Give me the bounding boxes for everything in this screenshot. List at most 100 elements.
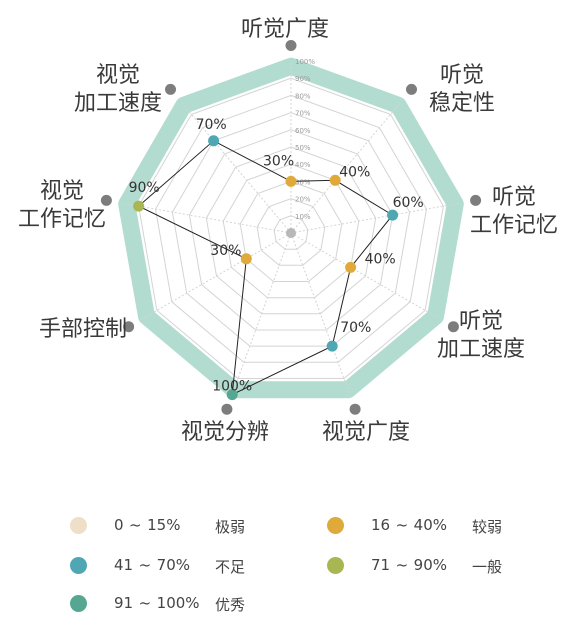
legend-level-label: 极弱 (215, 518, 246, 536)
legend-range: 41 ~ 70% (114, 556, 190, 574)
value-label: 90% (129, 180, 160, 196)
axis-label: 工作记忆 (18, 207, 106, 232)
axis-label: 听觉 (440, 63, 484, 88)
grid-ring (239, 180, 343, 282)
axis-end-marker (165, 83, 176, 95)
value-label: 40% (339, 164, 370, 180)
grid-ring (205, 146, 377, 315)
legend-range: 71 ~ 90% (371, 556, 447, 574)
legend-range-high: 70% (156, 556, 190, 574)
axis-label: 视觉 (96, 63, 140, 88)
axis-end-marker (221, 403, 233, 415)
data-point (387, 209, 399, 221)
value-label: 40% (365, 251, 396, 267)
grid-spoke (290, 202, 461, 234)
legend-range-high: 90% (413, 556, 447, 574)
value-label: 30% (263, 153, 294, 169)
ring-label: 100% (295, 58, 315, 66)
grid-spoke (141, 232, 292, 320)
legend-range: 16 ~ 40% (371, 516, 447, 534)
legend-level-label: 优秀 (215, 596, 246, 614)
axis-end-marker (285, 40, 297, 51)
ring-label: 20% (295, 196, 311, 204)
ring-label: 50% (295, 144, 311, 152)
data-point (226, 389, 238, 401)
legend-sep: ~ (395, 556, 409, 574)
axis-end-marker (470, 194, 482, 206)
center-marker (286, 228, 296, 238)
legend-level-label: 不足 (215, 558, 246, 576)
legend-range-low: 91 (114, 594, 134, 612)
grid-spoke (290, 232, 351, 395)
axis-end-marker (406, 83, 417, 95)
axis-end-marker (100, 194, 112, 206)
grid-ring (171, 112, 411, 347)
ring-label: 10% (295, 213, 311, 221)
grid-ring (138, 77, 444, 379)
ring-label: 30% (295, 178, 311, 186)
data-point (240, 253, 252, 265)
legend-dot (327, 517, 344, 534)
grid-spoke (290, 232, 441, 320)
data-point (133, 200, 145, 212)
legend-range-low: 16 (371, 516, 391, 534)
legend-dot (70, 557, 87, 574)
axis-label: 视觉 (40, 179, 84, 204)
legend-sep: ~ (138, 556, 152, 574)
outer-band-group (118, 57, 464, 399)
ring-labels-group: 10% 20% 30% 40% 50% 60% 70% 80% 90% 100% (295, 58, 315, 221)
legend-sep: ~ (129, 516, 142, 534)
grid-ring (188, 129, 394, 331)
legend-range: 91 ~ 100% (114, 594, 200, 612)
axis-label: 听觉 (459, 309, 503, 334)
grid-group (100, 40, 482, 415)
axis-label: 加工速度 (437, 337, 525, 362)
ring-label: 40% (295, 161, 311, 169)
axis-label: 视觉广度 (322, 420, 410, 445)
legend-dot (327, 557, 344, 574)
axis-label: 视觉分辨 (181, 420, 269, 445)
ring-label: 80% (295, 92, 311, 100)
legend-sep: ~ (138, 594, 152, 612)
legend-range-high: 100% (156, 594, 200, 612)
grid-spoke (180, 100, 292, 234)
data-point (345, 261, 357, 273)
series-group: 30%40%60%40%70%100%30%90%70% (129, 117, 424, 401)
legend: 0 ~ 15% 极弱 16 ~ 40% 较弱 41 ~ 70% 不足 71 ~ … (0, 500, 576, 628)
legend-range: 0 ~ 15% (114, 516, 180, 534)
axis-end-marker (447, 321, 459, 333)
legend-range-low: 0 (114, 516, 124, 534)
axis-label: 听觉广度 (241, 17, 329, 42)
legend-range-high: 15% (147, 516, 181, 534)
grid-ring (256, 198, 326, 266)
grid-ring (273, 215, 309, 250)
legend-range-low: 41 (114, 556, 134, 574)
series-line (137, 140, 394, 396)
axis-label: 手部控制 (39, 317, 127, 342)
value-label: 70% (340, 320, 371, 336)
legend-range-high: 40% (413, 516, 447, 534)
legend-sep: ~ (395, 516, 409, 534)
grid-spoke (121, 202, 292, 234)
axis-label: 稳定性 (429, 91, 495, 116)
legend-range-low: 71 (371, 556, 391, 574)
grid-spoke (231, 232, 292, 395)
axis-label: 听觉 (492, 185, 536, 210)
grid-spoke (290, 100, 402, 234)
legend-level-label: 较弱 (472, 518, 503, 536)
data-point (326, 340, 338, 352)
axis-label: 加工速度 (74, 91, 162, 116)
value-label: 30% (210, 243, 241, 259)
ring-label: 60% (295, 127, 311, 135)
legend-level-label: 一般 (472, 558, 503, 576)
value-label: 70% (196, 117, 227, 133)
ring-label: 90% (295, 75, 311, 83)
axis-label: 工作记忆 (470, 213, 558, 238)
data-point (329, 174, 341, 186)
grid-ring (154, 94, 428, 363)
axis-end-marker (349, 403, 361, 415)
axis-labels-group: 听觉广度听觉稳定性听觉工作记忆听觉加工速度视觉广度视觉分辨手部控制视觉工作记忆视… (18, 17, 558, 445)
grid-ring (222, 163, 360, 299)
legend-dot (70, 595, 87, 612)
